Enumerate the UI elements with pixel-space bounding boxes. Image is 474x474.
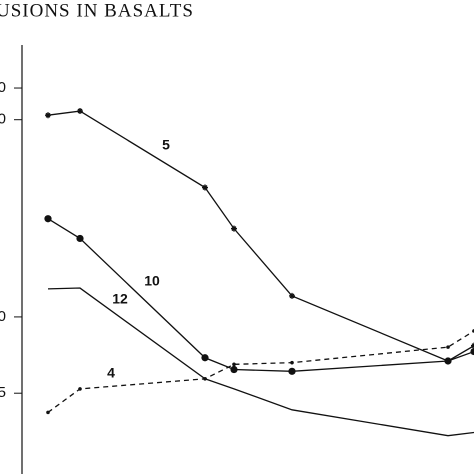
point bbox=[45, 112, 51, 119]
series-line bbox=[47, 110, 474, 362]
y-tick-label: 0 bbox=[0, 79, 6, 96]
point bbox=[230, 365, 238, 374]
point bbox=[290, 360, 294, 365]
y-tick-label: 0 bbox=[0, 308, 6, 325]
point bbox=[202, 184, 208, 191]
series-label: 5 bbox=[162, 137, 170, 153]
series-line bbox=[47, 287, 474, 437]
point bbox=[446, 345, 450, 349]
series-label: 4 bbox=[107, 365, 115, 381]
chart-title: USIONS IN BASALTS bbox=[0, 0, 194, 21]
point bbox=[203, 376, 207, 381]
y-tick-label: 0 bbox=[0, 111, 6, 128]
point bbox=[46, 410, 50, 415]
point bbox=[231, 225, 237, 232]
point bbox=[288, 367, 296, 375]
point bbox=[289, 292, 295, 299]
point bbox=[44, 215, 52, 223]
series-label: 12 bbox=[112, 291, 128, 307]
point bbox=[78, 387, 82, 391]
series-label: 10 bbox=[144, 273, 160, 289]
point bbox=[76, 234, 84, 243]
point bbox=[232, 362, 236, 367]
point bbox=[470, 347, 474, 356]
y-tick-label: 5 bbox=[0, 384, 6, 401]
point bbox=[201, 354, 209, 362]
point bbox=[444, 357, 452, 365]
point bbox=[77, 108, 83, 115]
